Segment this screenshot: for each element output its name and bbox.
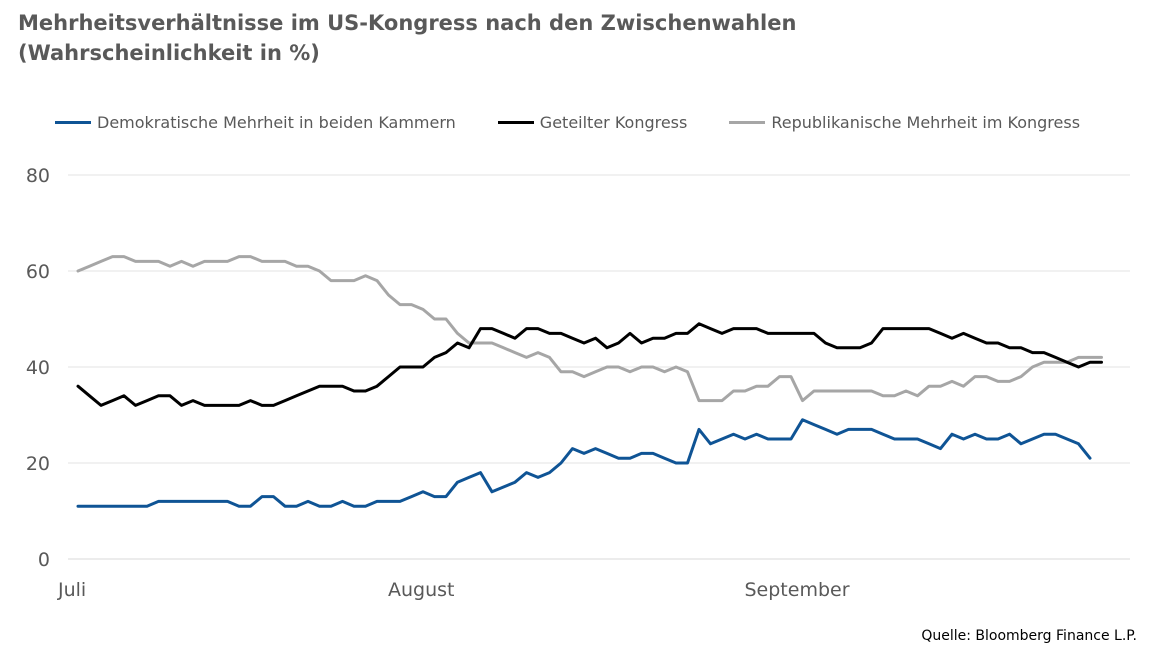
chart-title-line1: Mehrheitsverhältnisse im US-Kongress nac… bbox=[18, 11, 797, 35]
legend-item-rep: Republikanische Mehrheit im Kongress bbox=[729, 113, 1080, 132]
y-tick-label-20: 20 bbox=[26, 453, 50, 475]
y-tick-label-40: 40 bbox=[26, 357, 50, 379]
legend-swatch-split bbox=[497, 120, 534, 124]
y-tick-label-80: 80 bbox=[26, 165, 50, 187]
legend-item-dem: Demokratische Mehrheit in beiden Kammern bbox=[55, 113, 456, 132]
chart-title: Mehrheitsverhältnisse im US-Kongress nac… bbox=[18, 8, 796, 68]
grid-lines bbox=[68, 174, 1130, 560]
x-tick-label-september: September bbox=[745, 579, 850, 601]
legend-swatch-dem bbox=[55, 120, 91, 124]
y-tick-label-0: 0 bbox=[38, 549, 50, 571]
series-line-0 bbox=[76, 418, 1092, 508]
legend-label-rep: Republikanische Mehrheit im Kongress bbox=[771, 112, 1081, 132]
y-tick-label-60: 60 bbox=[26, 261, 50, 283]
legend-item-split: Geteilter Kongress bbox=[497, 112, 688, 132]
source-note: Quelle: Bloomberg Finance L.P. bbox=[921, 628, 1137, 644]
series-lines bbox=[76, 255, 1103, 508]
y-axis-labels: 0 20 40 60 80 bbox=[26, 165, 50, 571]
chart-subtitle: (Wahrscheinlichkeit in %) bbox=[18, 41, 320, 65]
series-line-1 bbox=[76, 322, 1103, 407]
x-tick-label-august: August bbox=[388, 579, 455, 601]
chart-legend: Demokratische Mehrheit in beiden Kammern… bbox=[55, 110, 1080, 134]
x-axis-labels: Juli August September bbox=[57, 579, 850, 601]
legend-swatch-rep bbox=[729, 120, 766, 124]
series-line-2 bbox=[76, 255, 1103, 403]
legend-label-split: Geteilter Kongress bbox=[539, 112, 688, 132]
x-tick-label-juli: Juli bbox=[57, 579, 86, 601]
legend-label-dem: Demokratische Mehrheit in beiden Kammern bbox=[97, 112, 456, 132]
